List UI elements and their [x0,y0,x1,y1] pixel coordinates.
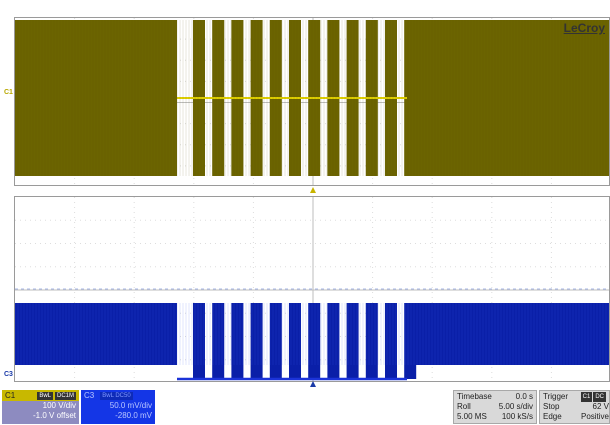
trigger-slope: Positive [580,412,609,421]
timebase-tdiv: 5.00 s/div [498,402,533,411]
ch3-pulse [308,303,321,379]
ch3-pulse [346,303,359,379]
c3-descriptor-box[interactable]: C3 BwL DC50 50.0 mV/div -280.0 mV [81,390,155,424]
c1-offset: -1.0 V offset [33,411,76,420]
channel3-grid[interactable] [14,196,610,382]
c1-bandwidth-tag: BwL [37,391,53,400]
c3-label: C3 [84,390,95,400]
timebase-delay: 0.0 s [515,391,533,401]
ch3-pulse [289,303,301,379]
c1-coupling-tag: DC1M [54,391,76,400]
trigger-status: Stop [543,402,560,411]
timebase-label: Timebase [457,391,492,401]
brand-logo: LeCroy [563,21,605,35]
ch3-burst-block [15,303,177,365]
ch1-pulse [404,20,417,176]
c3-bandwidth-tag: BwL DC50 [100,391,133,400]
trigger-position-arrow-icon[interactable] [310,187,316,193]
ch3-pulse [193,303,205,379]
c3-offset: -280.0 mV [115,411,152,420]
trigger-type: Edge [543,412,562,421]
timebase-samples: 5.00 MS [457,412,487,421]
channel1-grid[interactable]: LeCroy [14,17,610,186]
ch3-pulse [212,303,225,379]
ch3-pulse [365,303,378,379]
trigger-descriptor-box[interactable]: Trigger C1 DC Stop 62 V Edge Positive [539,390,610,424]
c1-vdiv: 100 V/div [42,401,76,410]
trigger-coupling-tag: DC [593,391,606,402]
ch3-pulse [385,303,397,379]
ch3-pulse [404,303,417,379]
channel1-waveform [15,18,609,185]
ch1-burst-block [407,20,609,176]
trigger-level: 62 V [592,402,609,411]
trigger-position-arrow-icon[interactable] [310,381,316,387]
timebase-mode: Roll [457,402,471,411]
ch3-burst-block [407,303,609,365]
trigger-label: Trigger [543,391,569,401]
ch3-pulse [327,303,340,379]
timebase-rate: 100 kS/s [501,412,533,421]
channel3-waveform [15,197,609,381]
ch3-level-marker[interactable]: C3 [4,371,13,378]
ch1-level-marker[interactable]: C1 [4,89,13,96]
ch3-pulse [269,303,282,379]
timebase-descriptor-box[interactable]: Timebase 0.0 s Roll 5.00 s/div 5.00 MS 1… [453,390,537,424]
ch1-burst-block [15,20,177,176]
ch3-pulse [231,303,244,379]
c1-label: C1 [5,390,16,400]
trigger-source-tag: C1 [580,391,593,402]
ch3-pulse [250,303,263,379]
c3-vdiv: 50.0 mV/div [109,401,152,410]
c1-descriptor-box[interactable]: C1 BwL DC1M 100 V/div -1.0 V offset [2,390,79,424]
